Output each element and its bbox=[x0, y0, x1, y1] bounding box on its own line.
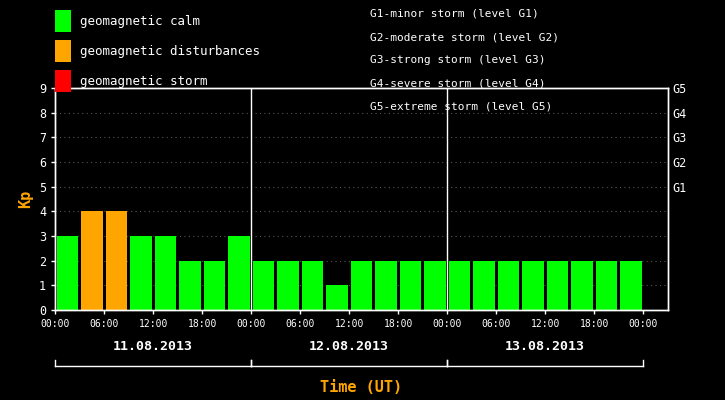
Bar bbox=[302, 261, 323, 310]
Bar bbox=[620, 261, 642, 310]
Bar bbox=[228, 236, 249, 310]
Text: 11.08.2013: 11.08.2013 bbox=[113, 340, 193, 352]
Bar bbox=[326, 285, 348, 310]
Bar bbox=[130, 236, 152, 310]
Text: G3-strong storm (level G3): G3-strong storm (level G3) bbox=[370, 55, 545, 65]
Bar bbox=[277, 261, 299, 310]
Bar bbox=[81, 211, 103, 310]
Y-axis label: Kp: Kp bbox=[18, 190, 33, 208]
Text: 12.08.2013: 12.08.2013 bbox=[309, 340, 389, 352]
Bar bbox=[351, 261, 372, 310]
Bar bbox=[424, 261, 446, 310]
Bar bbox=[547, 261, 568, 310]
Bar bbox=[449, 261, 471, 310]
Bar bbox=[571, 261, 593, 310]
Bar bbox=[204, 261, 225, 310]
Bar bbox=[497, 261, 519, 310]
Text: 13.08.2013: 13.08.2013 bbox=[505, 340, 585, 352]
Text: G2-moderate storm (level G2): G2-moderate storm (level G2) bbox=[370, 32, 559, 42]
Bar bbox=[522, 261, 544, 310]
Bar bbox=[399, 261, 421, 310]
Text: G4-severe storm (level G4): G4-severe storm (level G4) bbox=[370, 78, 545, 88]
Bar bbox=[473, 261, 494, 310]
Bar bbox=[57, 236, 78, 310]
Bar bbox=[375, 261, 397, 310]
Text: G5-extreme storm (level G5): G5-extreme storm (level G5) bbox=[370, 102, 552, 112]
Text: Time (UT): Time (UT) bbox=[320, 380, 402, 395]
Text: geomagnetic calm: geomagnetic calm bbox=[80, 14, 200, 28]
Bar bbox=[106, 211, 127, 310]
Text: G1-minor storm (level G1): G1-minor storm (level G1) bbox=[370, 9, 539, 19]
Text: geomagnetic disturbances: geomagnetic disturbances bbox=[80, 44, 260, 58]
Bar bbox=[179, 261, 201, 310]
Bar bbox=[252, 261, 274, 310]
Bar bbox=[596, 261, 617, 310]
Text: geomagnetic storm: geomagnetic storm bbox=[80, 74, 207, 88]
Bar bbox=[154, 236, 176, 310]
